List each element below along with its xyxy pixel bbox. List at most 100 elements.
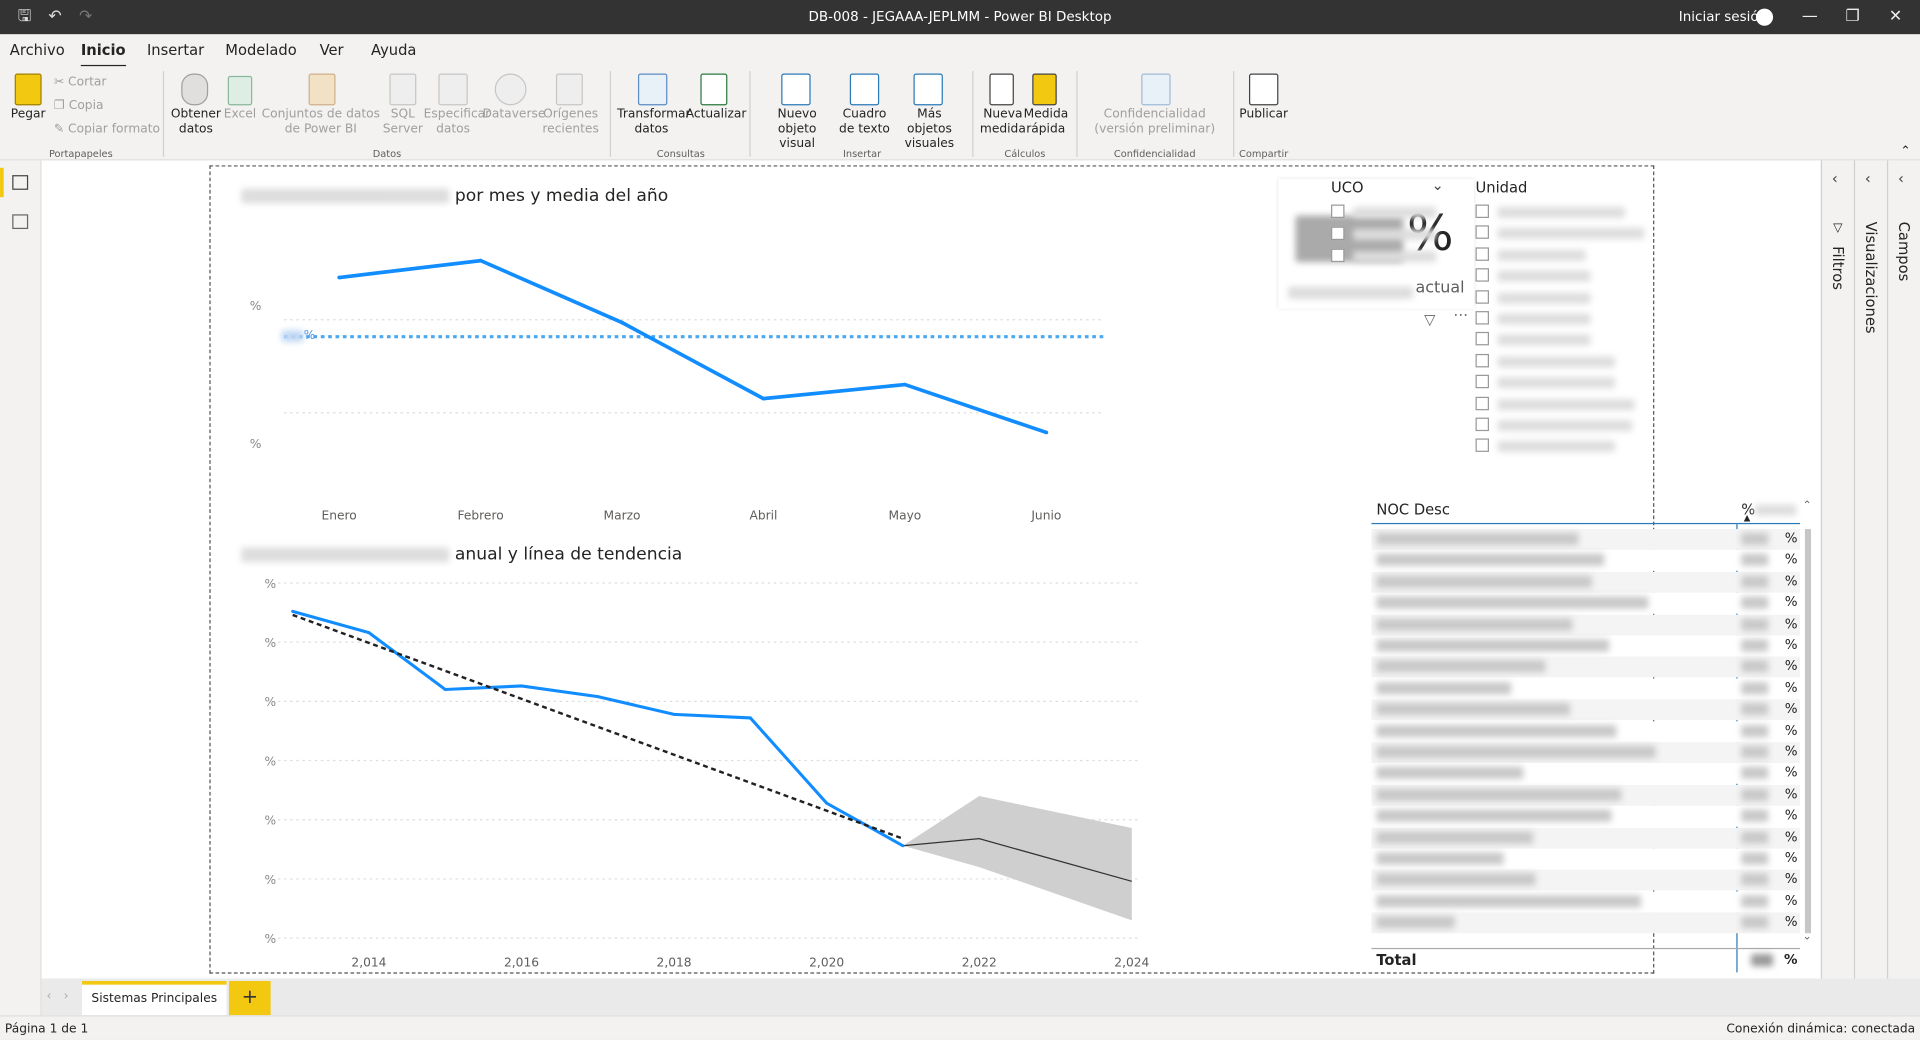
slicer-unidad-item[interactable] bbox=[1475, 438, 1635, 455]
slicer-uco-item[interactable] bbox=[1331, 225, 1447, 242]
checkbox[interactable] bbox=[1475, 332, 1489, 346]
fields-pane[interactable]: ‹ Campos bbox=[1888, 160, 1920, 978]
transform-data-button[interactable]: Transformar datos bbox=[617, 107, 691, 136]
publish-button[interactable]: Publicar bbox=[1239, 107, 1289, 122]
table-row[interactable]: % bbox=[1371, 678, 1801, 700]
checkbox[interactable] bbox=[1475, 247, 1489, 261]
kpi-card[interactable]: % actual bbox=[1278, 178, 1475, 309]
table-row[interactable]: % bbox=[1371, 827, 1801, 849]
checkbox[interactable] bbox=[1475, 374, 1489, 389]
table-scrollbar[interactable] bbox=[1804, 529, 1812, 934]
slicer-unidad-item[interactable] bbox=[1475, 289, 1635, 306]
checkbox[interactable] bbox=[1475, 268, 1489, 282]
recent-sources-button[interactable]: Orígenes recientes bbox=[542, 107, 599, 136]
checkbox[interactable] bbox=[1475, 311, 1489, 325]
annual-trend-chart[interactable]: %%%%%%% 2,014 2,016 2,018 2,020 2,022 2,024 bbox=[211, 565, 1178, 969]
slicer-unidad-item[interactable] bbox=[1475, 395, 1635, 412]
monthly-line-chart[interactable]: Enero Febrero Marzo Abril Mayo Junio bbox=[211, 216, 1142, 534]
table-row[interactable]: % bbox=[1371, 763, 1801, 785]
noc-table[interactable]: NOC Desc % ▲ %%%%%%%%%%%%%%%%%%% Total %… bbox=[1371, 495, 1814, 973]
slicer-unidad-item[interactable] bbox=[1475, 246, 1635, 263]
checkbox[interactable] bbox=[1475, 396, 1489, 410]
table-row[interactable]: % bbox=[1371, 550, 1801, 572]
close-icon[interactable]: ✕ bbox=[1888, 7, 1903, 26]
checkbox[interactable] bbox=[1331, 226, 1345, 241]
scroll-down-icon[interactable]: ⌄ bbox=[1802, 930, 1812, 944]
filters-label[interactable]: Filtros bbox=[1829, 246, 1847, 290]
format-painter-button[interactable]: ✎ Copiar formato bbox=[54, 122, 160, 137]
dataverse-button[interactable]: Dataverse bbox=[482, 107, 546, 122]
table-row[interactable]: % bbox=[1371, 571, 1801, 593]
excel-button[interactable]: Excel bbox=[223, 107, 257, 122]
slicer-unidad-item[interactable] bbox=[1475, 203, 1635, 220]
slicer-unidad-item[interactable] bbox=[1475, 310, 1635, 327]
menu-ver[interactable]: Ver bbox=[319, 41, 344, 59]
slicer-unidad-item[interactable] bbox=[1475, 225, 1645, 242]
slicer-unidad-item[interactable] bbox=[1475, 352, 1635, 369]
chevron-down-icon[interactable]: ⌄ bbox=[1431, 176, 1444, 194]
get-data-button[interactable]: Obtener datos bbox=[170, 107, 221, 136]
tab-sistemas-principales[interactable]: Sistemas Principales bbox=[82, 980, 227, 1016]
minimize-icon[interactable]: — bbox=[1801, 7, 1818, 26]
visualizations-pane[interactable]: ‹ Visualizaciones bbox=[1855, 160, 1889, 979]
expand-filters-icon[interactable]: ‹ bbox=[1831, 170, 1838, 188]
table-row[interactable]: % bbox=[1371, 742, 1801, 763]
checkbox[interactable] bbox=[1475, 438, 1489, 453]
expand-fields-icon[interactable]: ‹ bbox=[1897, 170, 1904, 188]
more-options-icon[interactable]: ⋯ bbox=[1453, 306, 1469, 324]
checkbox[interactable] bbox=[1475, 225, 1489, 240]
collapse-ribbon-icon[interactable]: ⌃ bbox=[1900, 144, 1911, 158]
col-header-percent[interactable]: % bbox=[1741, 501, 1797, 518]
table-row[interactable]: % bbox=[1371, 912, 1801, 934]
report-canvas[interactable]: por mes y media del año Enero Febrero Marz… bbox=[41, 160, 1821, 979]
col-header-noc[interactable]: NOC Desc bbox=[1376, 500, 1450, 519]
table-row[interactable]: % bbox=[1371, 806, 1801, 827]
undo-icon[interactable]: ↶ bbox=[48, 7, 62, 26]
refresh-button[interactable]: Actualizar bbox=[685, 107, 747, 122]
checkbox[interactable] bbox=[1475, 289, 1489, 304]
quick-measure-button[interactable]: Medida rápida bbox=[1023, 107, 1069, 136]
checkbox[interactable] bbox=[1475, 353, 1489, 368]
table-row[interactable]: % bbox=[1371, 614, 1801, 636]
add-page-button[interactable]: + bbox=[228, 980, 271, 1016]
checkbox[interactable] bbox=[1475, 204, 1489, 218]
sql-server-button[interactable]: SQL Server bbox=[382, 107, 423, 136]
menu-insertar[interactable]: Insertar bbox=[146, 41, 205, 59]
slicer-unidad-item[interactable] bbox=[1475, 267, 1635, 284]
scroll-up-icon[interactable]: ⌃ bbox=[1802, 499, 1812, 512]
filter-icon[interactable]: ▽ bbox=[1424, 311, 1436, 329]
restore-icon[interactable]: ❐ bbox=[1845, 7, 1860, 26]
table-row[interactable]: % bbox=[1371, 656, 1801, 678]
table-row[interactable]: % bbox=[1371, 635, 1801, 657]
checkbox[interactable] bbox=[1331, 204, 1345, 218]
next-page-icon[interactable]: › bbox=[63, 989, 69, 1004]
datasets-button[interactable]: Conjuntos de datos de Power BI bbox=[261, 107, 381, 136]
table-row[interactable]: % bbox=[1371, 870, 1801, 891]
slicer-uco-item[interactable] bbox=[1331, 247, 1447, 264]
table-row[interactable]: % bbox=[1371, 848, 1801, 870]
table-row[interactable]: % bbox=[1371, 699, 1801, 721]
table-row[interactable]: % bbox=[1371, 529, 1801, 550]
table-row[interactable]: % bbox=[1371, 784, 1801, 806]
slicer-unidad-item[interactable] bbox=[1475, 374, 1635, 391]
filters-pane[interactable]: ‹ ▽ Filtros bbox=[1822, 160, 1856, 979]
avatar[interactable] bbox=[1755, 8, 1774, 26]
menu-modelado[interactable]: Modelado bbox=[225, 41, 297, 59]
signin-link[interactable]: Iniciar sesión bbox=[1678, 8, 1768, 25]
sensitivity-button[interactable]: Confidencialidad (versión preliminar) bbox=[1094, 107, 1216, 136]
checkbox[interactable] bbox=[1475, 417, 1489, 432]
report-view-icon[interactable] bbox=[12, 175, 29, 190]
menu-inicio[interactable]: Inicio bbox=[80, 41, 126, 68]
sort-ascending-icon[interactable]: ▲ bbox=[1743, 513, 1751, 523]
table-row[interactable]: % bbox=[1371, 891, 1801, 913]
table-row[interactable]: % bbox=[1371, 592, 1801, 614]
more-visuals-button[interactable]: Más objetos visuales bbox=[904, 107, 955, 151]
new-visual-button[interactable]: Nuevo objeto visual bbox=[777, 107, 817, 151]
menu-archivo[interactable]: Archivo bbox=[9, 41, 65, 59]
enter-data-button[interactable]: Especificar datos bbox=[423, 107, 491, 136]
slicer-unidad-item[interactable] bbox=[1475, 331, 1635, 348]
fields-label[interactable]: Campos bbox=[1895, 221, 1913, 282]
visualizations-label[interactable]: Visualizaciones bbox=[1862, 221, 1880, 334]
slicer-uco-item[interactable] bbox=[1331, 203, 1447, 220]
save-icon[interactable]: 🖫 bbox=[17, 7, 32, 26]
